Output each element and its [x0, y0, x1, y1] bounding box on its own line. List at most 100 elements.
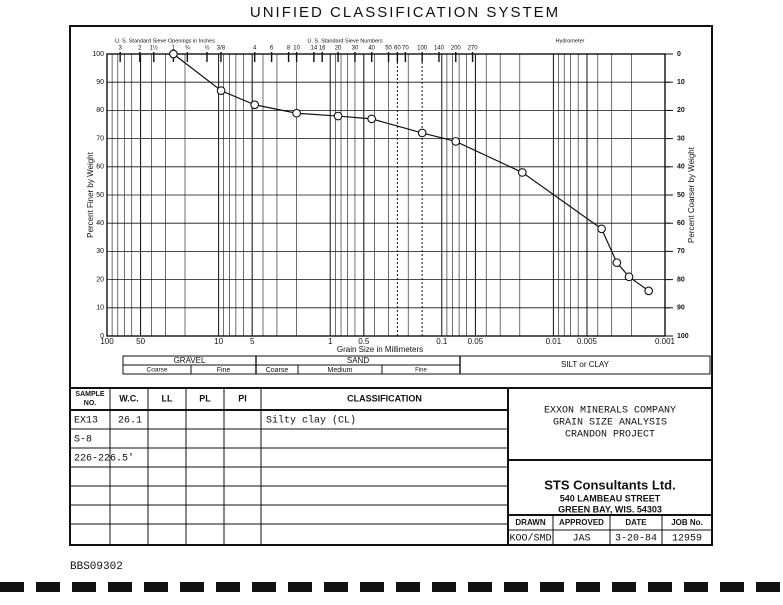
sieve-inch-label: 3: [119, 46, 123, 52]
plot-frame: [106, 53, 666, 337]
sieve-inch-label: 2: [138, 46, 142, 52]
edge-mark: [360, 582, 384, 592]
sample-header: SAMPLE: [75, 391, 105, 398]
page-title: UNIFIED CLASSIFICATION SYSTEM: [250, 4, 560, 21]
frame: [69, 25, 713, 546]
data-point: [367, 114, 377, 124]
gravel-fine-label: Fine: [217, 367, 231, 374]
sieve-number-label: 50: [385, 46, 392, 52]
edge-mark: [252, 582, 276, 592]
y2-tick-label: 100: [677, 333, 689, 340]
edge-mark: [108, 582, 132, 592]
data-point: [169, 49, 178, 59]
signoff-header: DRAWN: [515, 518, 545, 527]
x-tick-label: 0.005: [577, 337, 598, 346]
footer-code: BBS09302: [70, 561, 123, 573]
firm-street: 540 LAMBEAU STREET: [560, 493, 661, 503]
gravel-coarse-label: Coarse: [147, 367, 168, 374]
signoff-value: JAS: [572, 534, 590, 545]
sample-cell: S-8: [74, 435, 92, 446]
y-tick-label: 20: [96, 276, 104, 283]
x-tick-label: 0.1: [436, 337, 448, 346]
y-tick-label: 40: [96, 220, 104, 227]
sieve-inch-label: 3/8: [217, 46, 226, 52]
data-point: [333, 111, 343, 121]
y-axis-title: Percent Finer by Weight: [86, 151, 95, 237]
data-point: [517, 168, 527, 177]
sieve-number-label: 200: [451, 46, 462, 52]
y2-tick-label: 90: [677, 305, 685, 312]
x-tick-label: 0.05: [468, 337, 484, 346]
sieve-number-label: 270: [468, 46, 479, 52]
edge-mark: [684, 582, 708, 592]
data-point: [417, 128, 427, 138]
y-tick-label: 100: [92, 51, 104, 58]
edge-mark: [288, 582, 312, 592]
data-point: [250, 100, 260, 110]
data-point: [292, 108, 301, 118]
data-point: [451, 137, 461, 146]
column-header: PL: [199, 393, 211, 403]
sieve-number-title: U. S. Standard Sieve Numbers: [307, 38, 382, 44]
signoff-header: DATE: [625, 518, 647, 527]
x-tick-label: 10: [214, 337, 223, 346]
x-tick-label: 0.5: [358, 337, 370, 346]
x-tick-label: 50: [136, 337, 145, 346]
y-tick-label: 60: [96, 164, 104, 171]
sieve-number-label: 16: [319, 46, 326, 52]
edge-mark: [72, 582, 96, 592]
column-header: CLASSIFICATION: [347, 393, 422, 403]
sample-cell: 226-226.5': [74, 453, 134, 465]
sand-fine-label: Fine: [415, 368, 427, 374]
y2-tick-label: 30: [677, 135, 685, 142]
y-tick-label: 80: [96, 107, 104, 114]
signoff-header: JOB No.: [671, 518, 703, 527]
sieve-number-label: 6: [270, 46, 274, 52]
y-tick-label: 70: [96, 135, 104, 142]
y2-tick-label: 50: [677, 192, 685, 199]
sieve-inch-title: U. S. Standard Sieve Openings in Inches: [115, 38, 215, 44]
project-line: CRANDON PROJECT: [565, 430, 655, 441]
edge-mark: [396, 582, 420, 592]
sieve-number-label: 100: [417, 46, 428, 52]
wc-cell: 26.1: [118, 416, 142, 427]
silt-clay-label: SILT or CLAY: [561, 360, 610, 369]
firm-city: GREEN BAY, WIS. 54303: [558, 504, 662, 514]
data-point: [644, 286, 654, 296]
column-header: PI: [238, 393, 247, 403]
edge-mark: [144, 582, 168, 592]
x-axis-title: Grain Size in Millimeters: [337, 345, 423, 354]
x-tick-label: 100: [100, 337, 114, 346]
sieve-number-label: 40: [368, 46, 375, 52]
edge-mark: [504, 582, 528, 592]
sieve-number-label: 30: [352, 46, 359, 52]
sieve-number-label: 14: [311, 46, 318, 52]
project-line: GRAIN SIZE ANALYSIS: [553, 418, 667, 429]
sieve-number-label: 20: [335, 46, 342, 52]
edge-mark: [216, 582, 240, 592]
sieve-number-label: 4: [253, 46, 257, 52]
project-line: EXXON MINERALS COMPANY: [544, 406, 676, 417]
data-point: [612, 258, 622, 268]
edge-mark: [180, 582, 204, 592]
sieve-inch-label: 1½: [150, 45, 158, 52]
y-tick-label: 0: [100, 333, 104, 340]
edge-mark: [432, 582, 456, 592]
sieve-number-label: 8: [287, 46, 291, 52]
sand-medium-label: Medium: [328, 367, 353, 374]
y2-tick-label: 20: [677, 107, 685, 114]
y2-tick-label: 10: [677, 79, 685, 86]
data-point: [597, 224, 606, 234]
column-header: LL: [162, 393, 173, 403]
sand-label: SAND: [347, 356, 369, 365]
column-header: W.C.: [119, 393, 139, 403]
x-tick-label: 0.01: [546, 337, 562, 346]
edge-mark: [0, 582, 24, 592]
edge-mark: [648, 582, 672, 592]
y2-tick-label: 70: [677, 248, 685, 255]
sieve-inch-label: 1: [172, 46, 176, 52]
sample-cell: EX13: [74, 416, 98, 427]
y2-tick-label: 80: [677, 276, 685, 283]
signoff-value: 12959: [672, 534, 702, 545]
